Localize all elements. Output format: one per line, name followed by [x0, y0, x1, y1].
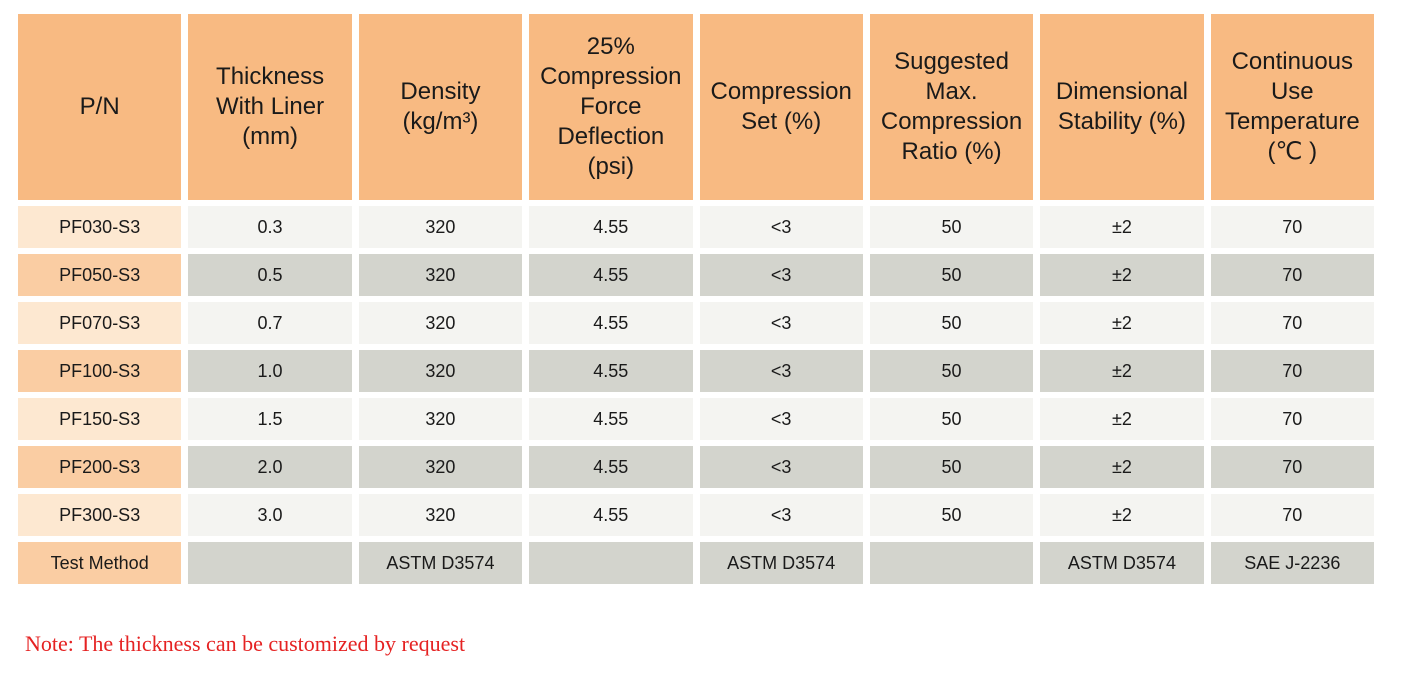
- value-cell: 320: [358, 350, 523, 392]
- value-cell: 4.55: [529, 302, 693, 344]
- row-pf050-s3: PF050-S3 0.5 320 4.55 <3 50 ±2 70: [18, 254, 1374, 296]
- value-cell: [869, 542, 1034, 584]
- value-cell: SAE J-2236: [1210, 542, 1374, 584]
- value-cell: ASTM D3574: [699, 542, 863, 584]
- value-cell: 320: [358, 398, 523, 440]
- value-cell: 50: [869, 206, 1034, 248]
- value-cell: 4.55: [529, 398, 693, 440]
- value-cell: <3: [699, 302, 863, 344]
- value-cell: 50: [869, 254, 1034, 296]
- table-body: PF030-S3 0.3 320 4.55 <3 50 ±2 70 PF050-…: [18, 206, 1374, 584]
- value-cell: <3: [699, 350, 863, 392]
- row-pf030-s3: PF030-S3 0.3 320 4.55 <3 50 ±2 70: [18, 206, 1374, 248]
- value-cell: 50: [869, 350, 1034, 392]
- value-cell: ±2: [1040, 206, 1204, 248]
- header-row: P/N Thickness With Liner (mm) Density (k…: [18, 14, 1374, 200]
- value-cell: 1.5: [188, 398, 352, 440]
- header-dimensional-stability: Dimensional Stability (%): [1040, 14, 1204, 200]
- table-header: P/N Thickness With Liner (mm) Density (k…: [18, 14, 1374, 200]
- value-cell: 70: [1210, 254, 1374, 296]
- value-cell: 50: [869, 398, 1034, 440]
- value-cell: 0.7: [188, 302, 352, 344]
- row-pf070-s3: PF070-S3 0.7 320 4.55 <3 50 ±2 70: [18, 302, 1374, 344]
- header-continuous-use-temperature: Continuous Use Temperature (℃ ): [1210, 14, 1374, 200]
- header-pn: P/N: [18, 14, 182, 200]
- value-cell: 50: [869, 446, 1034, 488]
- value-cell: 50: [869, 302, 1034, 344]
- value-cell: 70: [1210, 398, 1374, 440]
- pn-cell: PF070-S3: [18, 302, 182, 344]
- value-cell: 70: [1210, 350, 1374, 392]
- value-cell: 50: [869, 494, 1034, 536]
- value-cell: 0.5: [188, 254, 352, 296]
- header-max-compression-ratio: Suggested Max. Compression Ratio (%): [869, 14, 1034, 200]
- value-cell: 3.0: [188, 494, 352, 536]
- header-density: Density (kg/m³): [358, 14, 523, 200]
- value-cell: 320: [358, 206, 523, 248]
- row-pf150-s3: PF150-S3 1.5 320 4.55 <3 50 ±2 70: [18, 398, 1374, 440]
- value-cell: <3: [699, 446, 863, 488]
- row-pf100-s3: PF100-S3 1.0 320 4.55 <3 50 ±2 70: [18, 350, 1374, 392]
- value-cell: <3: [699, 206, 863, 248]
- value-cell: 2.0: [188, 446, 352, 488]
- row-pf300-s3: PF300-S3 3.0 320 4.55 <3 50 ±2 70: [18, 494, 1374, 536]
- value-cell: 320: [358, 254, 523, 296]
- pn-cell: Test Method: [18, 542, 182, 584]
- value-cell: [188, 542, 352, 584]
- spec-table: P/N Thickness With Liner (mm) Density (k…: [11, 8, 1381, 590]
- value-cell: ±2: [1040, 254, 1204, 296]
- value-cell: ±2: [1040, 446, 1204, 488]
- value-cell: 4.55: [529, 350, 693, 392]
- value-cell: 320: [358, 494, 523, 536]
- value-cell: ASTM D3574: [358, 542, 523, 584]
- value-cell: 4.55: [529, 494, 693, 536]
- value-cell: 320: [358, 446, 523, 488]
- value-cell: 70: [1210, 206, 1374, 248]
- value-cell: ±2: [1040, 494, 1204, 536]
- header-compression-set: Compression Set (%): [699, 14, 863, 200]
- header-compression-force-deflection: 25% Compression Force Deflection (psi): [529, 14, 693, 200]
- value-cell: [529, 542, 693, 584]
- row-test-method: Test Method ASTM D3574 ASTM D3574 ASTM D…: [18, 542, 1374, 584]
- value-cell: 0.3: [188, 206, 352, 248]
- value-cell: 70: [1210, 446, 1374, 488]
- value-cell: ASTM D3574: [1040, 542, 1204, 584]
- value-cell: 70: [1210, 494, 1374, 536]
- pn-cell: PF150-S3: [18, 398, 182, 440]
- pn-cell: PF050-S3: [18, 254, 182, 296]
- value-cell: 70: [1210, 302, 1374, 344]
- value-cell: <3: [699, 494, 863, 536]
- note-text: Note: The thickness can be customized by…: [25, 631, 466, 656]
- row-pf200-s3: PF200-S3 2.0 320 4.55 <3 50 ±2 70: [18, 446, 1374, 488]
- header-thickness: Thickness With Liner (mm): [188, 14, 352, 200]
- value-cell: ±2: [1040, 302, 1204, 344]
- pn-cell: PF300-S3: [18, 494, 182, 536]
- value-cell: ±2: [1040, 350, 1204, 392]
- value-cell: 4.55: [529, 254, 693, 296]
- value-cell: <3: [699, 254, 863, 296]
- value-cell: <3: [699, 398, 863, 440]
- pn-cell: PF200-S3: [18, 446, 182, 488]
- pn-cell: PF100-S3: [18, 350, 182, 392]
- value-cell: 4.55: [529, 446, 693, 488]
- value-cell: 4.55: [529, 206, 693, 248]
- pn-cell: PF030-S3: [18, 206, 182, 248]
- value-cell: ±2: [1040, 398, 1204, 440]
- value-cell: 320: [358, 302, 523, 344]
- value-cell: 1.0: [188, 350, 352, 392]
